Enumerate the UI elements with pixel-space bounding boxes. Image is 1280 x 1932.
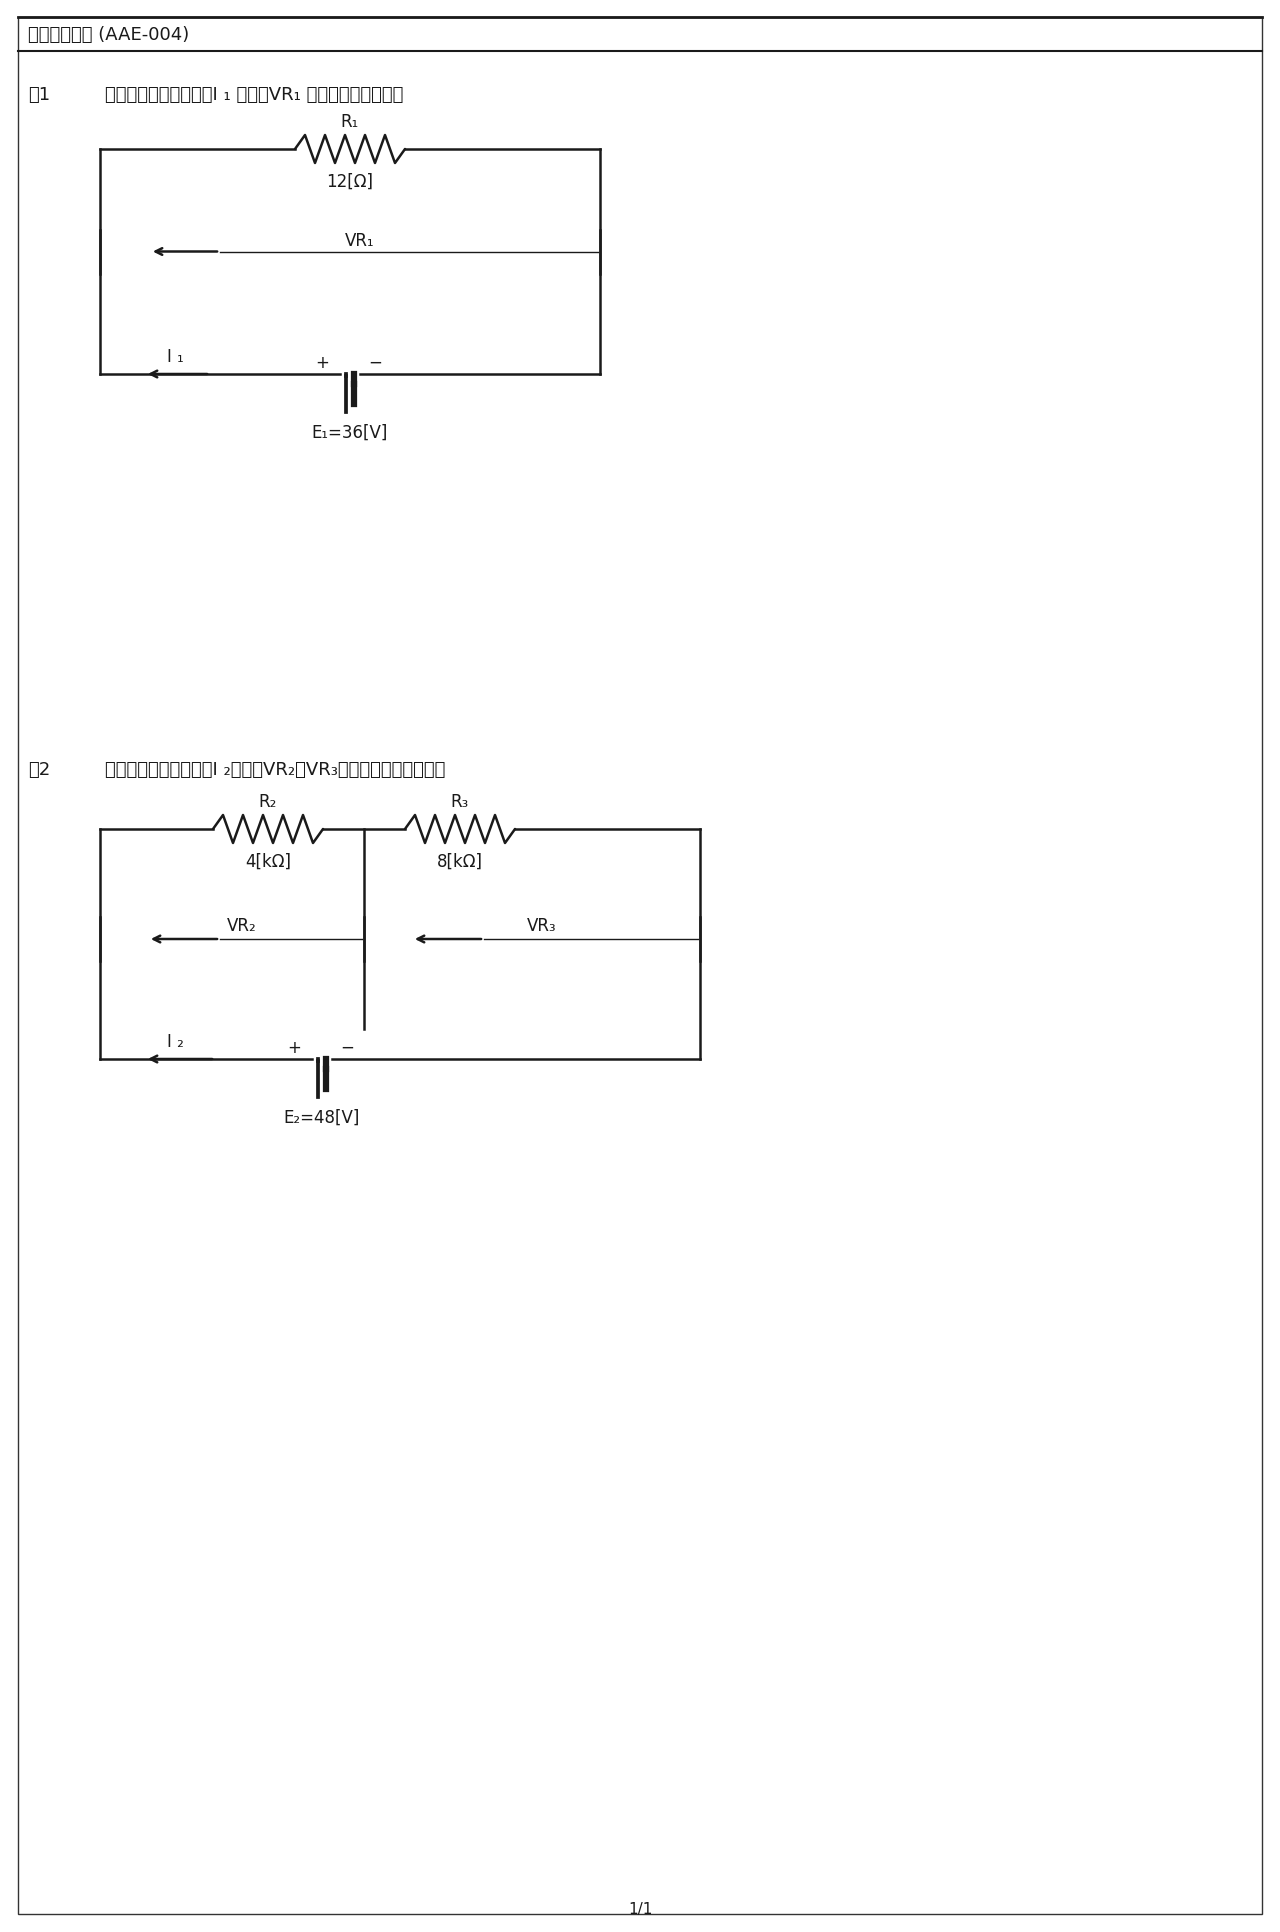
- Text: VR₂: VR₂: [227, 916, 257, 935]
- Text: E₁=36[V]: E₁=36[V]: [312, 423, 388, 442]
- Text: I ₁: I ₁: [166, 348, 183, 365]
- Text: VR₁: VR₁: [346, 232, 375, 249]
- Text: 問1: 問1: [28, 85, 50, 104]
- Text: +: +: [315, 354, 329, 371]
- Text: R₂: R₂: [259, 792, 278, 811]
- Text: オームの法則 (AAE-004): オームの法則 (AAE-004): [28, 25, 189, 44]
- Text: 12[Ω]: 12[Ω]: [326, 172, 374, 191]
- Text: R₁: R₁: [340, 112, 360, 131]
- Text: R₃: R₃: [451, 792, 470, 811]
- Text: −: −: [340, 1039, 355, 1057]
- Text: E₂=48[V]: E₂=48[V]: [284, 1109, 360, 1126]
- Text: VR₃: VR₃: [527, 916, 557, 935]
- Text: −: −: [369, 354, 381, 371]
- Text: 1/1: 1/1: [627, 1901, 653, 1917]
- Text: 問2: 問2: [28, 761, 50, 779]
- Text: 下図の回路に後いて、I ₁ 及び、VR₁ の値を求めなさい。: 下図の回路に後いて、I ₁ 及び、VR₁ の値を求めなさい。: [105, 85, 403, 104]
- Text: +: +: [287, 1039, 301, 1057]
- Text: I ₂: I ₂: [166, 1032, 183, 1051]
- Text: 4[kΩ]: 4[kΩ]: [244, 852, 291, 871]
- Text: 下図の回路に後いて、I ₂、及びVR₂、VR₃　の値を求めなさい。: 下図の回路に後いて、I ₂、及びVR₂、VR₃ の値を求めなさい。: [105, 761, 445, 779]
- Text: 8[kΩ]: 8[kΩ]: [436, 852, 483, 871]
